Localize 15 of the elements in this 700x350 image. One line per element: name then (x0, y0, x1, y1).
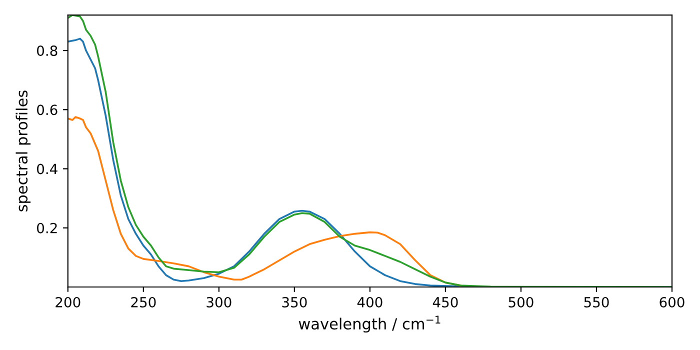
x-tick-label: 550 (584, 296, 609, 308)
x-tick-label: 600 (660, 296, 684, 308)
x-tick-label: 400 (357, 296, 382, 308)
x-tick-label: 500 (508, 296, 534, 308)
x-tick-label: 450 (432, 296, 458, 308)
x-tick-label: 300 (206, 296, 232, 308)
y-axis-title: spectral profiles (16, 90, 31, 212)
y-tick-label: 0.4 (37, 164, 58, 174)
y-tick-label: 0.8 (37, 45, 58, 56)
y-tick-label: 0.2 (37, 222, 57, 234)
x-tick-label: 250 (131, 296, 156, 308)
x-tick-label: 200 (56, 296, 80, 308)
x-axis-title: wavelength / cm$^{−1}$ (298, 316, 440, 333)
x-tick-label: 350 (282, 296, 307, 308)
y-tick-label: 0.6 (37, 104, 58, 116)
